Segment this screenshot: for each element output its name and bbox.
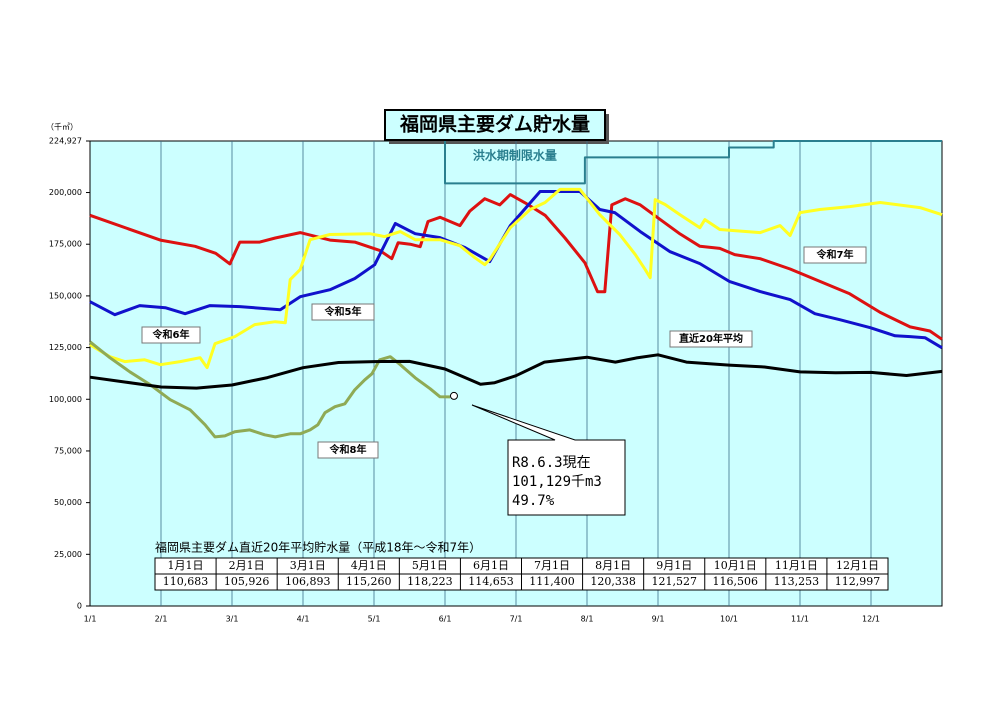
y-tick-label: 125,000 xyxy=(49,343,82,352)
series-label: 令和7年 xyxy=(816,248,854,261)
x-tick-label: 5/1 xyxy=(368,615,381,624)
x-tick-label: 10/1 xyxy=(720,615,738,624)
table-header: 6月1日 xyxy=(473,559,509,572)
x-tick-label: 12/1 xyxy=(862,615,880,624)
y-unit: （千㎥） xyxy=(46,122,78,132)
table-header: 9月1日 xyxy=(656,559,692,572)
table-title: 福岡県主要ダム直近20年平均貯水量（平成18年～令和7年） xyxy=(155,540,481,555)
table-cell: 114,653 xyxy=(468,575,514,588)
table-cell: 116,506 xyxy=(713,575,759,588)
table-cell: 121,527 xyxy=(651,575,697,588)
series-line xyxy=(89,187,943,370)
series-label: 令和6年 xyxy=(152,328,190,341)
table-header: 10月1日 xyxy=(714,559,757,572)
limit-label: 洪水期制限水量 xyxy=(473,148,557,163)
x-tick-label: 1/1 xyxy=(84,615,97,624)
series-line xyxy=(89,190,943,350)
y-tick-label: 175,000 xyxy=(49,240,82,249)
table-header: 5月1日 xyxy=(412,559,448,572)
y-tick-label: 150,000 xyxy=(49,291,82,300)
table-header: 8月1日 xyxy=(595,559,631,572)
table-cell: 105,926 xyxy=(224,575,270,588)
series-line xyxy=(89,353,943,390)
series-label-box xyxy=(317,441,379,459)
x-tick-label: 7/1 xyxy=(510,615,523,624)
series-label: 直近20年平均 xyxy=(679,332,743,345)
y-tick-label: 25,000 xyxy=(54,550,82,559)
y-tick-label: 100,000 xyxy=(49,395,82,404)
series-label: 令和5年 xyxy=(324,305,362,318)
limit-line xyxy=(444,140,942,185)
x-tick-label: 2/1 xyxy=(155,615,168,624)
table-cell: 111,400 xyxy=(529,575,575,588)
y-tick-label: 0 xyxy=(77,602,82,611)
series-line xyxy=(89,193,943,341)
series-label-box xyxy=(141,326,201,344)
table-header: 11月1日 xyxy=(775,559,818,572)
series-label: 令和8年 xyxy=(329,443,367,456)
table-header: 7月1日 xyxy=(534,559,570,572)
table-header: 2月1日 xyxy=(229,559,265,572)
callout xyxy=(471,404,626,516)
series-line xyxy=(89,340,451,439)
table-header: 12月1日 xyxy=(836,559,879,572)
chart-title: 福岡県主要ダム貯水量 xyxy=(399,113,590,136)
annotation: 101,129千m3 xyxy=(512,474,602,490)
table-header: 4月1日 xyxy=(351,559,387,572)
current-point xyxy=(449,391,458,400)
table-header: 1月1日 xyxy=(168,559,204,572)
y-tick-label: 224,927 xyxy=(49,137,82,146)
y-tick-label: 200,000 xyxy=(49,188,82,197)
table-header: 3月1日 xyxy=(290,559,326,572)
annotation: R8.6.3現在 xyxy=(512,455,591,471)
x-tick-label: 8/1 xyxy=(581,615,594,624)
table-cell: 115,260 xyxy=(346,575,392,588)
annotation: 49.7% xyxy=(512,493,555,509)
series-label-box xyxy=(311,303,375,321)
x-tick-label: 11/1 xyxy=(791,615,809,624)
x-tick-label: 3/1 xyxy=(226,615,239,624)
table-cell: 120,338 xyxy=(590,575,636,588)
y-tick-label: 50,000 xyxy=(54,498,82,507)
table-cell: 113,253 xyxy=(774,575,820,588)
table-cell: 118,223 xyxy=(407,575,453,588)
x-tick-label: 6/1 xyxy=(439,615,452,624)
title-box xyxy=(384,109,606,141)
series-label-box xyxy=(669,330,753,348)
y-tick-label: 75,000 xyxy=(54,446,82,455)
table-cell: 106,893 xyxy=(285,575,331,588)
x-tick-label: 4/1 xyxy=(297,615,310,624)
table-cell: 112,997 xyxy=(835,575,881,588)
table-cell: 110,683 xyxy=(163,575,209,588)
series-label-box xyxy=(803,246,867,264)
x-tick-label: 9/1 xyxy=(652,615,665,624)
